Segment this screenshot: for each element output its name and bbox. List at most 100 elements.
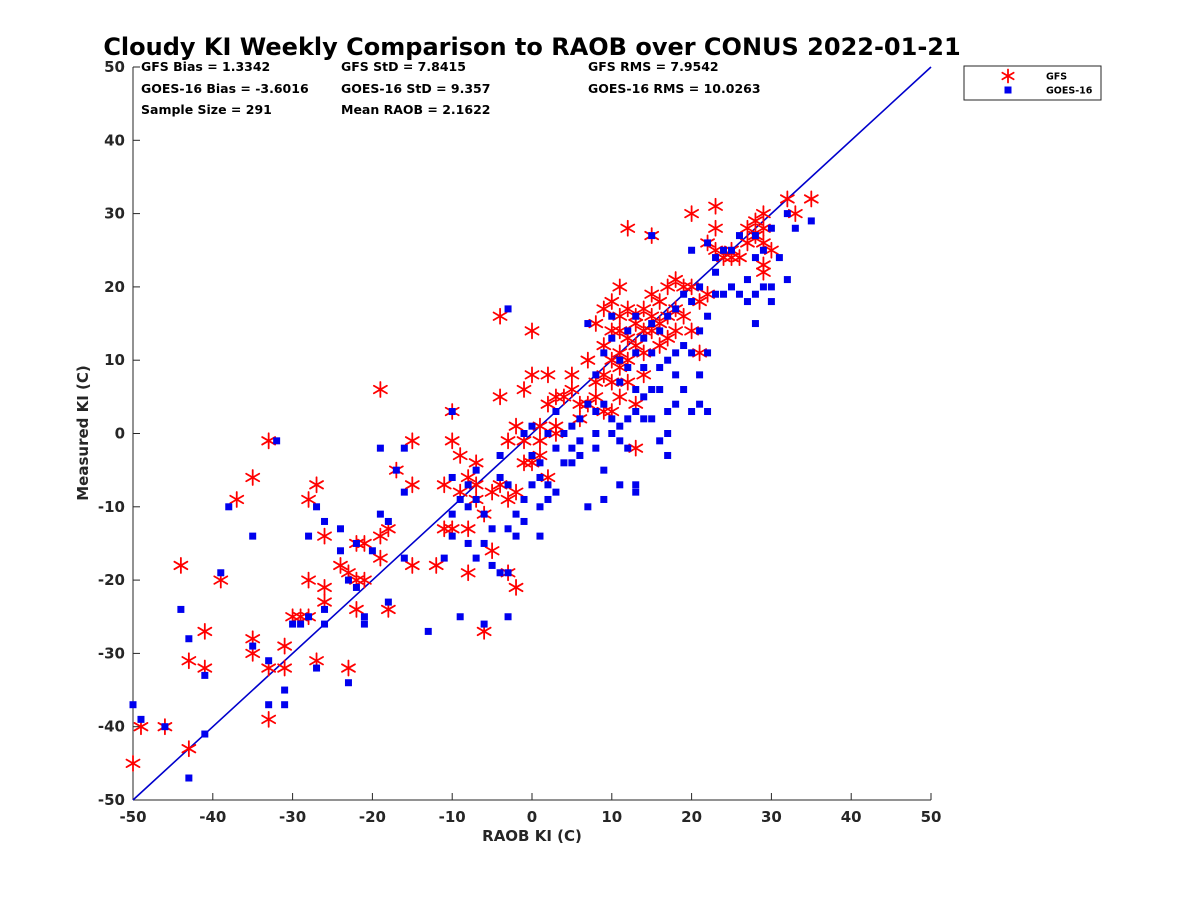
goes16-point (680, 386, 688, 394)
gfs-point (532, 432, 548, 450)
gfs-point (492, 307, 508, 325)
goes16-point (616, 378, 624, 386)
gfs-point (357, 571, 372, 589)
goes16-point (696, 400, 704, 408)
goes16-point (448, 473, 456, 481)
gfs-point (620, 300, 636, 318)
statistics-panel: GFS Bias = 1.3342 GFS StD = 7.8415 GFS RMS… (141, 59, 761, 117)
gfs-point (580, 351, 596, 369)
gfs-point (660, 278, 676, 296)
gfs-point (372, 527, 388, 545)
goes16-point (616, 422, 624, 430)
goes16-point (712, 254, 720, 262)
goes16-point (616, 481, 624, 489)
gfs-point (596, 300, 612, 318)
goes16-point (688, 246, 696, 254)
goes16-point (336, 525, 344, 533)
gfs-point (660, 329, 676, 347)
x-tick-label: 30 (761, 808, 782, 826)
goes16-point (384, 517, 392, 525)
goes16-point (767, 224, 775, 232)
goes16-point (321, 605, 329, 613)
goes16-point (704, 312, 712, 320)
gfs-point (500, 432, 516, 450)
goes16-point (376, 510, 384, 518)
goes16-point (536, 532, 544, 540)
goes16-point (624, 415, 632, 423)
gfs-point (708, 197, 723, 215)
goes16-point (664, 451, 672, 459)
goes16-point (592, 444, 600, 452)
x-tick-label: 40 (841, 808, 862, 826)
goes16-point (592, 408, 600, 416)
goes16-point (376, 444, 384, 452)
gfs-point (436, 476, 452, 494)
legend-box (963, 65, 1102, 101)
goes16-point (344, 576, 352, 584)
gfs-point (756, 263, 771, 281)
gfs-point (652, 293, 668, 310)
goes16-point (313, 503, 321, 511)
goes16-point (584, 320, 592, 328)
goes16-point (743, 276, 751, 284)
goes16-point (544, 481, 552, 489)
goes16-point (672, 400, 680, 408)
gfs-point (676, 307, 692, 325)
goes16-point (400, 554, 408, 562)
goes16-point (751, 290, 759, 298)
x-tick-label: -10 (439, 808, 466, 826)
gfs-point (764, 241, 779, 259)
data-points (125, 190, 819, 782)
legend-gfs-marker (1001, 68, 1015, 84)
stat-text: GOES-16 StD = 9.357 (341, 81, 490, 96)
stat-text: GFS StD = 7.8415 (341, 59, 466, 74)
gfs-point (317, 579, 332, 596)
chart-title: Cloudy KI Weekly Comparison to RAOB over… (103, 33, 960, 61)
goes16-point (456, 613, 464, 621)
goes16-point (767, 298, 775, 306)
goes16-point (544, 430, 552, 437)
goes16-point (728, 246, 735, 254)
gfs-point (404, 476, 420, 494)
goes16-point (177, 605, 185, 613)
goes16-point (273, 437, 281, 445)
goes16-point (600, 400, 608, 408)
gfs-point (684, 278, 699, 296)
goes16-point (560, 430, 568, 437)
goes16-point (480, 510, 488, 518)
goes16-point (313, 664, 321, 672)
goes16-point (488, 525, 496, 533)
gfs-point (277, 659, 293, 677)
goes16-point (201, 730, 209, 738)
gfs-point (245, 469, 261, 486)
goes16-point (648, 386, 656, 394)
goes16-point (688, 408, 696, 416)
goes16-point (680, 290, 688, 298)
gfs-point (524, 322, 540, 340)
gfs-point (628, 439, 644, 457)
goes16-point (720, 290, 728, 298)
gfs-point (596, 366, 612, 384)
y-tick-label: 10 (104, 351, 125, 369)
gfs-point (692, 293, 707, 310)
gfs-point (404, 432, 420, 450)
gfs-point (532, 417, 548, 435)
gfs-point (197, 623, 213, 640)
goes16-point (129, 701, 137, 709)
gfs-point (181, 652, 197, 670)
goes16-point (360, 620, 368, 628)
goes16-point (368, 547, 376, 555)
gfs-point (404, 557, 420, 574)
goes16-point (720, 246, 728, 254)
goes16-point (424, 627, 432, 635)
goes16-point (536, 503, 544, 511)
gfs-point (564, 381, 580, 398)
goes16-point (751, 254, 759, 262)
goes16-point (448, 532, 456, 540)
gfs-point (229, 491, 245, 508)
y-axis-label: Measured KI (C) (74, 365, 92, 501)
goes16-point (688, 298, 696, 306)
goes16-point (632, 312, 640, 320)
goes16-point (688, 349, 696, 357)
